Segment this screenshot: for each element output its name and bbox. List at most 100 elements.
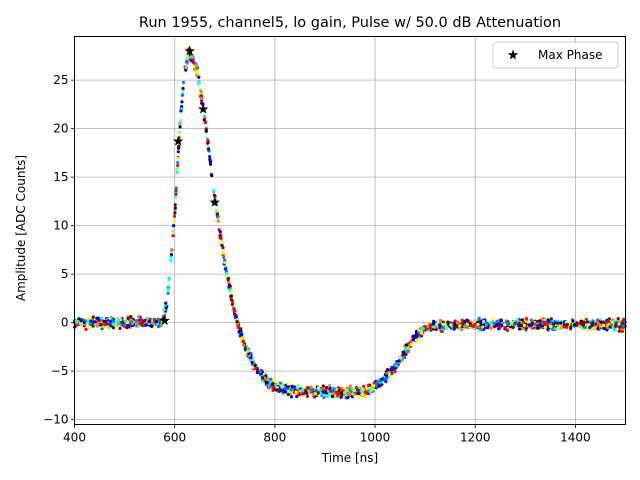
scatter-point bbox=[363, 390, 368, 394]
scatter-point bbox=[309, 388, 314, 392]
scatter-point bbox=[425, 326, 429, 331]
scatter-point bbox=[279, 388, 283, 392]
scatter-point bbox=[585, 325, 590, 330]
scatter-point bbox=[228, 291, 233, 295]
legend: Max Phase bbox=[492, 41, 619, 69]
scatter-point bbox=[610, 320, 615, 324]
scatter-point bbox=[333, 394, 337, 399]
y-tick-label: 25 bbox=[53, 73, 68, 87]
scatter-point bbox=[176, 161, 180, 165]
scatter-point bbox=[542, 322, 546, 326]
scatter-point bbox=[492, 321, 496, 326]
x-tick-label: 800 bbox=[263, 431, 286, 445]
scatter-point bbox=[397, 359, 401, 363]
scatter-point bbox=[509, 320, 513, 324]
y-tick-label: 20 bbox=[53, 122, 68, 136]
scatter-point bbox=[596, 327, 600, 331]
scatter-point bbox=[522, 323, 526, 327]
scatter-point bbox=[482, 319, 486, 324]
scatter-point bbox=[489, 326, 493, 331]
scatter-point bbox=[429, 323, 433, 327]
max-phase-star bbox=[159, 315, 170, 326]
legend-box bbox=[492, 41, 619, 69]
scatter-point bbox=[403, 355, 407, 360]
scatter-point bbox=[356, 391, 360, 396]
scatter-point bbox=[393, 366, 397, 370]
scatter-point bbox=[321, 384, 325, 388]
scatter-point bbox=[91, 315, 95, 319]
scatter-point bbox=[96, 321, 100, 326]
scatter-point bbox=[592, 326, 596, 330]
scatter-point bbox=[621, 324, 625, 328]
scatter-point bbox=[208, 157, 212, 162]
scatter-point bbox=[332, 392, 336, 396]
scatter-point bbox=[212, 189, 216, 193]
scatter-point bbox=[360, 392, 364, 396]
scatter-point bbox=[602, 326, 606, 331]
scatter-point bbox=[175, 170, 179, 174]
scatter-point bbox=[524, 316, 529, 321]
scatter-point bbox=[126, 316, 130, 320]
scatter-point bbox=[286, 382, 290, 386]
scatter-point bbox=[324, 391, 328, 395]
scatter-point bbox=[350, 387, 354, 391]
scatter-point bbox=[324, 385, 329, 390]
scatter-point bbox=[536, 326, 540, 330]
max-phase-star bbox=[209, 196, 220, 207]
scatter-point bbox=[111, 326, 116, 330]
scatter-point bbox=[240, 336, 244, 340]
scatter-point bbox=[578, 325, 582, 329]
scatter-point bbox=[169, 255, 173, 259]
scatter-point bbox=[275, 385, 279, 390]
scatter-point bbox=[452, 325, 456, 329]
scatter-point bbox=[336, 393, 340, 397]
scatter-point bbox=[237, 329, 241, 334]
scatter-point bbox=[398, 356, 402, 360]
chart-title: Run 1955, channel5, lo gain, Pulse w/ 50… bbox=[139, 15, 561, 31]
scatter-point bbox=[289, 395, 294, 399]
scatter-point bbox=[176, 156, 180, 161]
scatter-point bbox=[258, 370, 262, 374]
scatter-point bbox=[286, 392, 290, 397]
scatter-point bbox=[173, 206, 177, 210]
scatter-point bbox=[181, 86, 185, 91]
scatter-point bbox=[79, 319, 83, 323]
scatter-point bbox=[491, 317, 495, 321]
scatter-point bbox=[269, 377, 273, 381]
scatter-point bbox=[543, 325, 547, 329]
scatter-point bbox=[199, 94, 204, 98]
plot-frame bbox=[74, 36, 626, 425]
scatter-point bbox=[181, 89, 185, 94]
scatter-point bbox=[349, 389, 353, 394]
scatter-point bbox=[108, 316, 112, 320]
scatter-point bbox=[575, 321, 579, 325]
scatter-point bbox=[180, 100, 184, 104]
scatter-point bbox=[172, 220, 176, 224]
scatter-point bbox=[362, 384, 366, 388]
scatter-point bbox=[463, 324, 467, 328]
scatter-point bbox=[614, 323, 618, 327]
scatter-point bbox=[250, 360, 254, 364]
scatter-point bbox=[178, 125, 182, 129]
scatter-point bbox=[166, 283, 171, 288]
scatter-point bbox=[223, 260, 227, 265]
scatter-point bbox=[328, 384, 332, 388]
scatter-point bbox=[457, 326, 462, 331]
scatter-point bbox=[473, 318, 477, 322]
scatter-point bbox=[377, 384, 381, 388]
scatter-point bbox=[89, 319, 93, 323]
scatter-point bbox=[171, 229, 175, 234]
scatter-point bbox=[142, 319, 146, 323]
scatter-point bbox=[119, 317, 123, 322]
scatter-point bbox=[606, 319, 611, 323]
scatter-point bbox=[549, 319, 553, 323]
scatter-point bbox=[114, 322, 118, 326]
scatter-point bbox=[309, 385, 313, 389]
scatter-point bbox=[385, 374, 389, 378]
scatter-point bbox=[311, 393, 315, 397]
scatter-point bbox=[500, 323, 504, 327]
scatter-point bbox=[572, 323, 577, 327]
scatter-point bbox=[555, 321, 559, 325]
scatter-point bbox=[238, 327, 243, 331]
scatter-point bbox=[360, 387, 365, 391]
